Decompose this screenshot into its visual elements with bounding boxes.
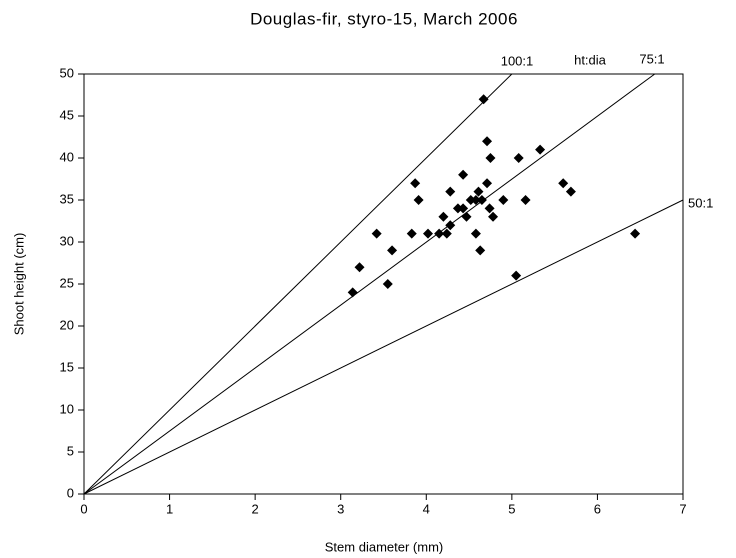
y-tick-label: 20	[60, 317, 74, 332]
point	[478, 94, 489, 105]
point	[473, 186, 484, 197]
point	[485, 153, 496, 163]
x-tick-label: 4	[423, 501, 430, 516]
point	[470, 228, 481, 239]
point	[347, 287, 358, 298]
point	[438, 211, 449, 222]
point	[445, 220, 456, 231]
chart-title: Douglas-fir, styro-15, March 2006	[250, 9, 518, 28]
point	[410, 178, 421, 189]
point	[445, 186, 456, 197]
reference-line-label: 75:1	[639, 51, 664, 66]
point	[511, 270, 522, 281]
x-tick-label: 3	[337, 501, 344, 516]
point	[413, 195, 424, 205]
point	[406, 228, 417, 239]
y-tick-label: 35	[60, 191, 74, 206]
point	[387, 245, 398, 256]
point	[422, 228, 433, 239]
y-tick-label: 50	[60, 65, 74, 80]
reference-line	[83, 199, 684, 495]
point	[354, 262, 365, 273]
reference-line-label: 100:1	[501, 53, 534, 68]
x-tick-label: 0	[80, 501, 87, 516]
x-tick-label: 5	[508, 501, 515, 516]
point	[461, 211, 472, 222]
point	[441, 228, 452, 239]
x-tick-label: 1	[166, 501, 173, 516]
point	[630, 228, 641, 239]
x-axis-label: Stem diameter (mm)	[325, 539, 443, 554]
point	[475, 245, 486, 256]
point	[476, 195, 487, 205]
y-tick-label: 30	[60, 233, 74, 248]
point	[498, 195, 509, 205]
reference-line-label: 50:1	[688, 195, 713, 210]
point	[535, 144, 546, 155]
y-tick-label: 5	[67, 443, 74, 458]
point	[513, 153, 524, 163]
point	[458, 169, 469, 180]
x-tick-label: 6	[594, 501, 601, 516]
point	[482, 178, 493, 189]
y-tick-label: 40	[60, 149, 74, 164]
reference-line	[83, 73, 513, 495]
point	[452, 203, 463, 214]
point	[482, 136, 493, 147]
y-tick-label: 25	[60, 275, 74, 290]
point	[565, 186, 576, 197]
point	[520, 195, 531, 205]
point	[371, 228, 382, 239]
point	[434, 228, 445, 239]
x-tick-label: 7	[679, 501, 686, 516]
x-tick-label: 2	[252, 501, 259, 516]
point	[484, 203, 495, 214]
point	[458, 203, 469, 214]
point	[558, 178, 569, 189]
y-axis-label: Shoot height (cm)	[11, 233, 26, 336]
reference-line	[83, 73, 656, 495]
point	[465, 195, 476, 205]
annotation: ht:dia	[574, 52, 607, 67]
y-tick-label: 10	[60, 401, 74, 416]
point	[382, 279, 393, 289]
point	[470, 195, 481, 205]
y-tick-label: 15	[60, 359, 74, 374]
y-tick-label: 0	[67, 485, 74, 500]
point	[488, 211, 499, 222]
y-tick-label: 45	[60, 107, 74, 122]
